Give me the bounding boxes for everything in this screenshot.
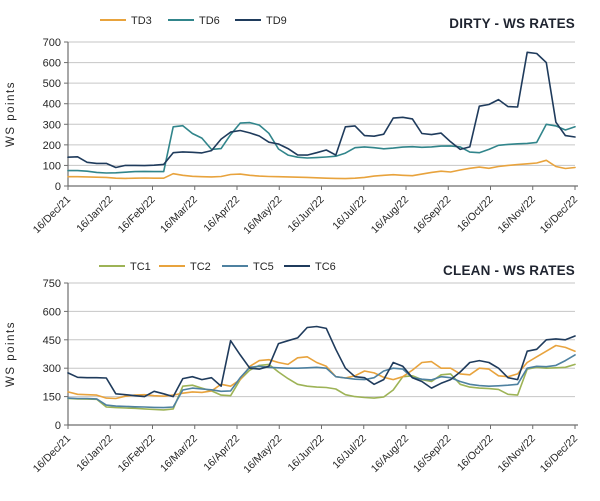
x-tick-label-3: 16/Mar/22 bbox=[158, 194, 200, 236]
x-tick-label-6: 16/Jun/22 bbox=[286, 433, 327, 474]
y-tick-label-300: 300 bbox=[43, 119, 61, 131]
clean-axes: 0 150 300 450 600 750 16/Dec/21 16/Jan/22 16/Feb… bbox=[31, 278, 580, 476]
y-tick-label-700: 700 bbox=[43, 37, 61, 49]
x-tick-label-8: 16/Aug/22 bbox=[369, 433, 411, 475]
y-tick-label-0: 0 bbox=[55, 181, 61, 193]
dirty-series bbox=[67, 51, 576, 180]
legend-label-tc6: TC6 bbox=[315, 261, 336, 273]
y-tick-label-450: 450 bbox=[43, 335, 61, 347]
legend-label-tc2: TC2 bbox=[190, 261, 211, 273]
x-tick-label-0: 16/Dec/21 bbox=[31, 194, 73, 236]
x-tick-label-11: 16/Nov/22 bbox=[496, 433, 538, 475]
x-tick-label-5: 16/May/22 bbox=[241, 194, 284, 237]
y-tick-label-600: 600 bbox=[43, 58, 61, 70]
y-tick-label-0: 0 bbox=[55, 420, 61, 432]
series-line-td9 bbox=[67, 51, 576, 169]
y-tick-label-600: 600 bbox=[43, 306, 61, 318]
clean-chart-svg: 0 150 300 450 600 750 16/Dec/21 16/Jan/22 16/Feb… bbox=[5, 261, 580, 476]
x-tick-label-6: 16/Jun/22 bbox=[286, 194, 327, 235]
legend-label-td6: TD6 bbox=[199, 15, 220, 27]
x-tick-label-2: 16/Feb/22 bbox=[116, 194, 158, 236]
y-tick-label-500: 500 bbox=[43, 78, 61, 90]
series-line-tc5 bbox=[67, 354, 576, 409]
dirty-gridlines bbox=[68, 41, 575, 166]
y-tick-label-200: 200 bbox=[43, 140, 61, 152]
clean-legend: TC1 TC2 TC5 TC6 bbox=[99, 261, 336, 273]
y-tick-label-300: 300 bbox=[43, 363, 61, 375]
series-line-td3 bbox=[67, 159, 576, 180]
clean-gridlines bbox=[68, 282, 575, 398]
x-tick-label-0: 16/Dec/21 bbox=[31, 433, 73, 475]
dirty-chart-title: DIRTY - WS RATES bbox=[449, 16, 575, 31]
x-tick-label-1: 16/Jan/22 bbox=[74, 194, 115, 235]
dirty-axes: 0 100 200 300 400 500 600 700 16/Dec/21 16/Jan/22… bbox=[31, 37, 580, 237]
dirty-chart-svg: 0 100 200 300 400 500 600 700 16/Dec/21 16/Jan/22… bbox=[5, 15, 580, 237]
dirty-ws-rates-chart: 0 100 200 300 400 500 600 700 16/Dec/21 16/Jan/22… bbox=[0, 0, 600, 250]
series-line-tc2 bbox=[67, 344, 576, 400]
series-line-tc1 bbox=[67, 363, 576, 411]
clean-ws-rates-chart: 0 150 300 450 600 750 16/Dec/21 16/Jan/22 16/Feb… bbox=[0, 251, 600, 501]
y-tick-label-150: 150 bbox=[43, 392, 61, 404]
legend-label-tc5: TC5 bbox=[253, 261, 274, 273]
x-tick-label-4: 16/Apr/22 bbox=[201, 433, 242, 474]
dirty-y-axis-label: WS points bbox=[5, 81, 17, 147]
x-tick-label-1: 16/Jan/22 bbox=[74, 433, 115, 474]
x-tick-label-12: 16/Dec/22 bbox=[538, 194, 580, 236]
legend-label-td9: TD9 bbox=[266, 15, 287, 27]
x-tick-label-5: 16/May/22 bbox=[241, 433, 284, 476]
legend-label-tc1: TC1 bbox=[130, 261, 151, 273]
x-tick-label-11: 16/Nov/22 bbox=[496, 194, 538, 236]
series-line-td6 bbox=[67, 121, 576, 174]
x-tick-label-10: 16/Oct/22 bbox=[455, 194, 496, 235]
clean-y-axis-label: WS points bbox=[5, 321, 17, 387]
series-line-tc6 bbox=[67, 325, 576, 398]
x-tick-label-10: 16/Oct/22 bbox=[455, 433, 496, 474]
x-tick-label-4: 16/Apr/22 bbox=[201, 194, 242, 235]
x-tick-label-3: 16/Mar/22 bbox=[158, 433, 200, 475]
y-tick-label-100: 100 bbox=[43, 160, 61, 172]
x-tick-label-12: 16/Dec/22 bbox=[538, 433, 580, 475]
y-tick-label-750: 750 bbox=[43, 278, 61, 290]
x-tick-label-7: 16/Jul/22 bbox=[330, 433, 369, 472]
x-tick-label-8: 16/Aug/22 bbox=[369, 194, 411, 236]
x-tick-label-9: 16/Sep/22 bbox=[411, 433, 453, 475]
x-tick-label-9: 16/Sep/22 bbox=[411, 194, 453, 236]
clean-series bbox=[67, 325, 576, 411]
dirty-legend: TD3 TD6 TD9 bbox=[100, 15, 287, 27]
x-tick-label-2: 16/Feb/22 bbox=[116, 433, 158, 475]
clean-chart-title: CLEAN - WS RATES bbox=[443, 263, 575, 278]
legend-label-td3: TD3 bbox=[131, 15, 152, 27]
x-tick-label-7: 16/Jul/22 bbox=[330, 194, 369, 233]
y-tick-label-400: 400 bbox=[43, 99, 61, 111]
